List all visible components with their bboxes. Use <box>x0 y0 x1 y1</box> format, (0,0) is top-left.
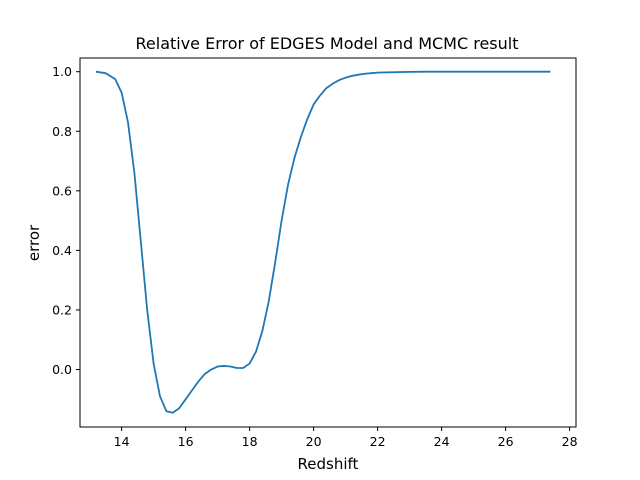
x-tick-label: 26 <box>498 434 514 449</box>
y-tick-label: 1.0 <box>52 64 72 79</box>
x-tick-label: 20 <box>306 434 322 449</box>
y-tick-label: 0.4 <box>52 243 72 258</box>
series-line-0 <box>95 70 551 414</box>
y-axis-label: error <box>25 224 43 261</box>
chart-title: Relative Error of EDGES Model and MCMC r… <box>136 34 519 53</box>
y-tick-label: 0.0 <box>52 362 72 377</box>
y-tick-label: 0.8 <box>52 124 72 139</box>
x-tick-label: 14 <box>114 434 130 449</box>
x-tick-label: 22 <box>370 434 386 449</box>
y-tick-label: 0.6 <box>52 183 72 198</box>
y-tick-label: 0.2 <box>52 302 72 317</box>
x-tick-label: 16 <box>178 434 194 449</box>
x-axis-label: Redshift <box>298 455 359 473</box>
x-axis-ticks: 14 16 18 20 22 24 26 28 <box>114 427 578 449</box>
plot-area <box>79 57 577 428</box>
series-layer <box>95 70 551 414</box>
x-tick-label: 24 <box>434 434 450 449</box>
x-tick-label: 18 <box>242 434 258 449</box>
x-tick-label: 28 <box>562 434 578 449</box>
y-axis-ticks: 0.0 0.2 0.4 0.6 0.8 1.0 <box>52 64 80 377</box>
